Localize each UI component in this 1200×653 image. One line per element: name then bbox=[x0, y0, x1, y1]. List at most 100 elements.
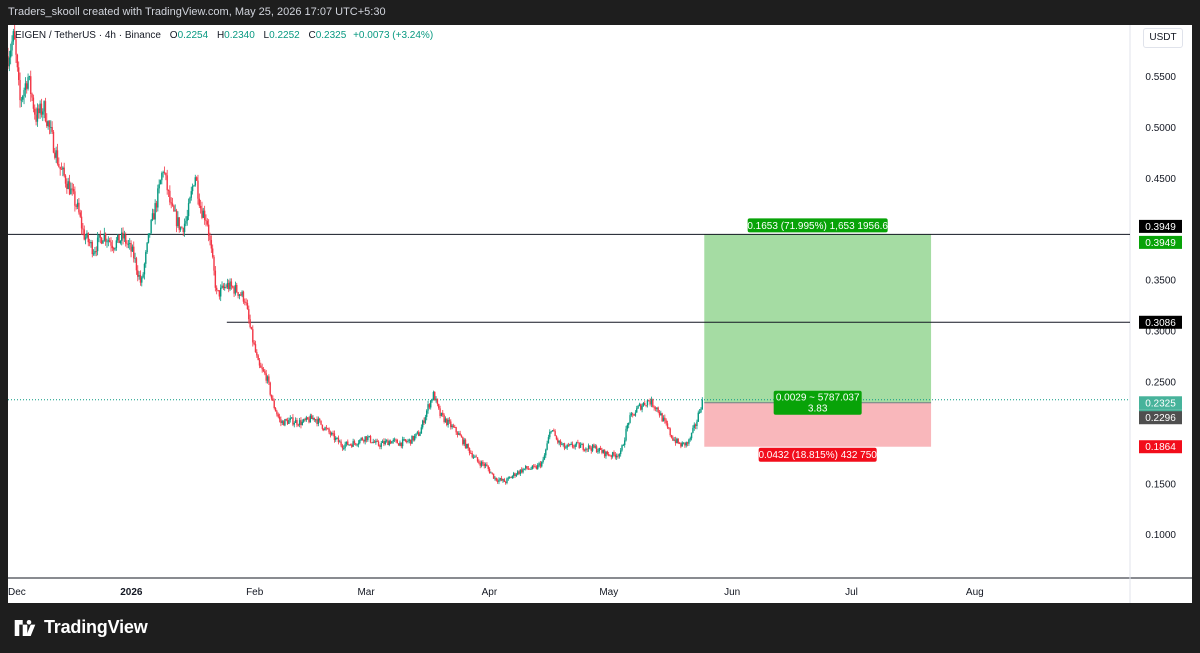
candle bbox=[254, 340, 257, 353]
candle bbox=[606, 450, 609, 456]
candle bbox=[143, 262, 146, 280]
high-value: 0.2340 bbox=[224, 30, 255, 41]
candle bbox=[455, 426, 457, 435]
candle bbox=[466, 443, 468, 449]
candle bbox=[601, 447, 603, 455]
candle bbox=[210, 235, 213, 253]
candle bbox=[421, 419, 424, 430]
candle bbox=[496, 478, 499, 484]
candle bbox=[523, 468, 526, 471]
candle bbox=[91, 240, 93, 258]
candle bbox=[508, 476, 511, 479]
candle bbox=[495, 477, 497, 482]
candle bbox=[341, 443, 344, 451]
candle bbox=[298, 417, 301, 428]
price-chart[interactable]: 0.1653 (71.995%) 1,653 1956.6 0.0432 (18.… bbox=[8, 25, 1192, 603]
candle bbox=[434, 391, 436, 401]
change-value: +0.0073 (+3.24%) bbox=[353, 30, 434, 41]
candle bbox=[657, 406, 659, 414]
candle bbox=[685, 441, 687, 448]
candle bbox=[559, 439, 562, 448]
candle bbox=[30, 70, 32, 102]
candle bbox=[54, 147, 56, 160]
tradingview-logo[interactable]: TradingView bbox=[12, 617, 148, 638]
candle bbox=[451, 423, 453, 430]
candle bbox=[207, 219, 210, 242]
candle bbox=[563, 442, 566, 451]
candle bbox=[32, 94, 35, 113]
candle bbox=[558, 440, 560, 446]
candle bbox=[171, 197, 174, 207]
candle bbox=[347, 439, 349, 446]
candle bbox=[257, 354, 259, 361]
svg-text:0.1653 (71.995%) 1,653 1956.6: 0.1653 (71.995%) 1,653 1956.6 bbox=[747, 221, 888, 232]
candle bbox=[260, 362, 262, 368]
candle bbox=[339, 439, 341, 443]
candle bbox=[234, 281, 237, 296]
candle bbox=[274, 407, 277, 412]
candle bbox=[92, 249, 95, 256]
candle bbox=[607, 451, 610, 457]
candle bbox=[597, 448, 599, 454]
y-tick-label: 0.5500 bbox=[1145, 72, 1176, 83]
candle bbox=[44, 97, 47, 123]
candle bbox=[71, 182, 73, 196]
candle bbox=[107, 236, 110, 247]
candle bbox=[63, 162, 65, 178]
candle bbox=[439, 405, 441, 419]
candle bbox=[278, 413, 281, 423]
tradingview-logo-icon bbox=[14, 619, 36, 636]
candle bbox=[352, 438, 354, 447]
candle bbox=[575, 441, 578, 447]
candle bbox=[626, 422, 629, 432]
candle bbox=[682, 442, 685, 445]
candle bbox=[571, 441, 574, 449]
candle bbox=[640, 403, 642, 411]
candle bbox=[79, 209, 81, 218]
candle bbox=[205, 214, 207, 227]
candle bbox=[217, 289, 219, 292]
candle bbox=[436, 398, 439, 407]
candle bbox=[294, 417, 297, 424]
candle bbox=[649, 398, 651, 407]
candle bbox=[499, 477, 501, 482]
candle bbox=[170, 197, 172, 209]
candle bbox=[458, 431, 460, 436]
candle bbox=[24, 77, 27, 98]
candle bbox=[535, 465, 538, 470]
currency-button[interactable]: USDT bbox=[1143, 28, 1183, 48]
candle bbox=[337, 435, 340, 445]
candle bbox=[577, 439, 579, 444]
x-tick-label: Jul bbox=[845, 587, 858, 598]
x-tick-label: May bbox=[599, 587, 618, 598]
candle bbox=[203, 205, 206, 225]
candle bbox=[197, 174, 199, 205]
candle bbox=[316, 416, 318, 427]
y-tick-label: 0.4500 bbox=[1145, 174, 1176, 185]
chart-panel[interactable]: 0.1653 (71.995%) 1,653 1956.6 0.0432 (18.… bbox=[8, 25, 1192, 603]
candle bbox=[8, 50, 11, 72]
candle bbox=[293, 421, 295, 428]
price-badge: 0.2296 bbox=[1139, 411, 1182, 425]
candle bbox=[240, 292, 242, 297]
candle bbox=[351, 443, 353, 449]
candle bbox=[400, 442, 402, 449]
candle bbox=[119, 240, 122, 245]
candle bbox=[424, 414, 427, 425]
candle bbox=[28, 75, 31, 81]
candle bbox=[249, 314, 251, 329]
candle bbox=[638, 402, 641, 407]
candle bbox=[652, 398, 654, 408]
candle bbox=[301, 419, 304, 426]
candle bbox=[273, 398, 275, 410]
candle bbox=[242, 290, 245, 304]
candle bbox=[525, 464, 527, 471]
candle bbox=[463, 437, 465, 447]
candle bbox=[648, 399, 650, 402]
candle bbox=[35, 107, 37, 126]
candle bbox=[166, 169, 168, 195]
candle bbox=[367, 434, 369, 442]
candle bbox=[397, 443, 400, 446]
candle bbox=[272, 395, 274, 402]
candle bbox=[198, 193, 200, 209]
